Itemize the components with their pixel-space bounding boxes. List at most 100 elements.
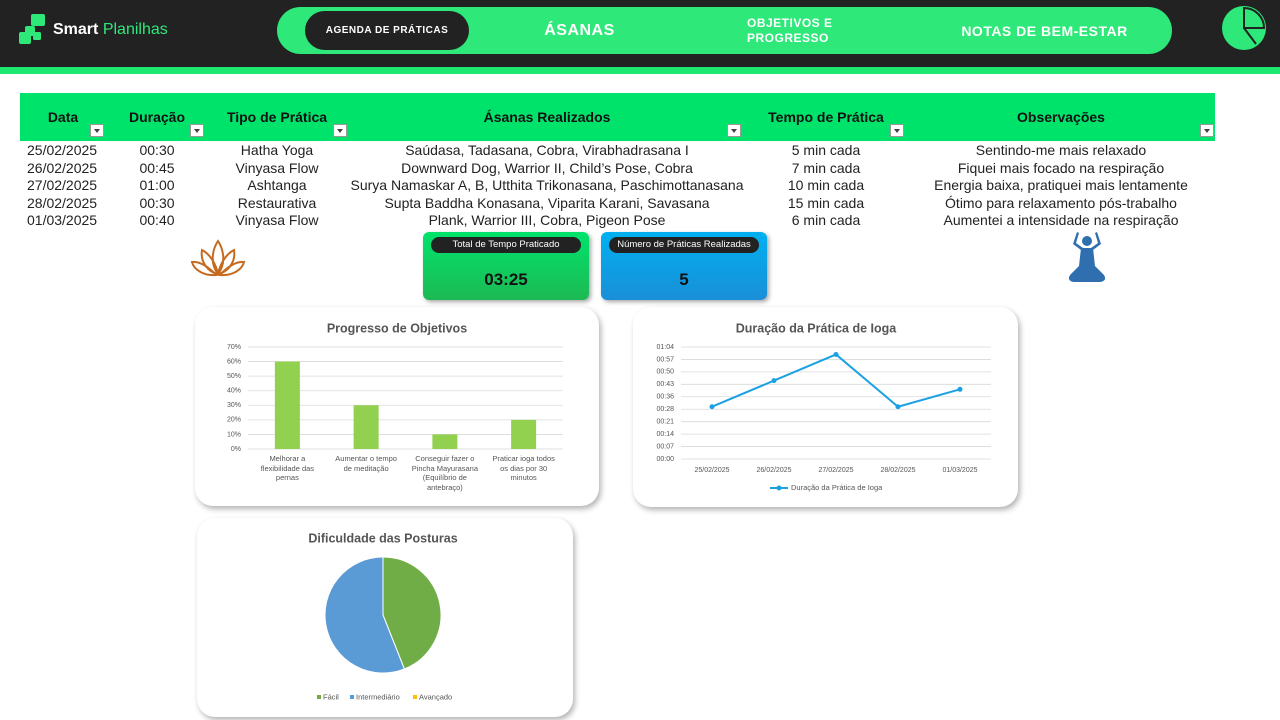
chart-card xyxy=(195,307,599,506)
lotus-icon xyxy=(190,239,246,277)
kpi-label: Número de Práticas Realizadas xyxy=(609,237,759,253)
bar xyxy=(432,434,458,449)
column-header: Tipo de Prática xyxy=(226,109,328,125)
nav: AGENDA DE PRÁTICAS ÁSANAS OBJETIVOS E PR… xyxy=(277,7,1172,54)
legend-swatch xyxy=(317,695,321,699)
legend-swatch xyxy=(413,695,417,699)
x-label-box: Aumentar o tempo de meditação xyxy=(335,454,397,473)
table-cell: 27/02/2025 xyxy=(27,177,98,194)
x-tick-label: Praticar ioga todos os dias por 30 minut… xyxy=(492,454,555,482)
chart-title: Dificuldade das Posturas xyxy=(308,531,457,545)
nav-button[interactable]: NOTAS DE BEM-ESTAR xyxy=(961,22,1128,39)
legend-label: Intermediário xyxy=(356,692,400,701)
table-cell: Hatha Yoga xyxy=(240,142,314,158)
legend-label: Fácil xyxy=(323,692,339,701)
column-header: Duração xyxy=(128,109,186,125)
y-tick-label: 20% xyxy=(227,417,241,424)
meditation-icon xyxy=(1068,232,1106,282)
y-tick-label: 00:00 xyxy=(656,456,674,463)
table-cell: 01:00 xyxy=(139,177,175,194)
table-cell: Restaurativa xyxy=(237,194,317,211)
bar xyxy=(511,419,537,449)
bar xyxy=(274,361,300,449)
column-header: Observações xyxy=(1017,109,1105,125)
kpi-card: Total de Tempo Praticado 03:25 xyxy=(423,232,589,300)
table-row: 28/02/2025 00:30 Restaurativa Supta Baddha … xyxy=(20,195,1215,213)
column-header: Tempo de Prática xyxy=(768,109,884,125)
table-body: 25/02/2025 00:30 Hatha Yoga Saúdasa, Tadasa… xyxy=(20,141,1215,230)
nav-button[interactable]: ÁSANAS xyxy=(544,21,615,39)
column-header: Ásanas Realizados xyxy=(483,109,611,125)
chart-title: Progresso de Objetivos xyxy=(327,321,467,335)
table-cell: 26/02/2025 xyxy=(27,159,98,176)
filter-button[interactable] xyxy=(90,124,104,137)
chart-title: Duração da Prática de Ioga xyxy=(736,321,898,335)
chart-card xyxy=(633,307,1018,507)
y-tick-label: 70% xyxy=(227,344,241,351)
table-row: 01/03/2025 00:40 Vinyasa Flow Plank, Warrio… xyxy=(20,212,1215,230)
table-cell: Vinyasa Flow xyxy=(235,212,319,229)
point xyxy=(895,404,901,410)
x-tick-label: Conseguir fazer o Pincha Mayurasana (Equ… xyxy=(411,454,479,492)
table-cell: 00:30 xyxy=(139,194,175,211)
x-tick-label: 25/02/2025 xyxy=(694,467,729,474)
y-tick-label: 00:36 xyxy=(656,394,674,401)
y-tick-label: 00:14 xyxy=(656,431,674,438)
brand: Smart Planilhas xyxy=(53,21,168,39)
table-cell: Vinyasa Flow xyxy=(235,159,319,176)
table-cell: 15 min cada xyxy=(787,194,865,211)
x-tick-label: 28/02/2025 xyxy=(880,467,915,474)
y-tick-label: 00:57 xyxy=(656,356,674,363)
y-tick-label: 10% xyxy=(227,431,241,438)
point xyxy=(709,404,715,410)
kpi-value: 5 xyxy=(679,270,689,289)
brand-suffix: Planilhas xyxy=(102,21,168,38)
y-tick-label: 60% xyxy=(227,358,241,365)
accent-strip xyxy=(0,67,1280,74)
filter-button[interactable] xyxy=(333,124,347,137)
y-tick-label: 00:07 xyxy=(656,443,674,450)
table-cell: Sentindo-me mais relaxado xyxy=(975,142,1147,158)
table-cell: Ótimo para relaxamento pós-trabalho xyxy=(945,194,1177,211)
table-cell: Energia baixa, pratiquei mais lentamente xyxy=(934,177,1188,194)
table-header: Data Duração Tipo de Prática Ásanas Realiza… xyxy=(20,93,1215,141)
filter-button[interactable] xyxy=(1200,124,1214,137)
x-tick-label: 26/02/2025 xyxy=(756,467,791,474)
table-cell: Fiquei mais focado na respiração xyxy=(957,159,1165,176)
table-cell: 00:40 xyxy=(139,212,175,229)
y-tick-label: 00:28 xyxy=(656,406,674,413)
kpi-label: Total de Tempo Praticado xyxy=(431,237,581,253)
point xyxy=(833,351,839,357)
filter-button[interactable] xyxy=(727,124,741,137)
table-cell: Saúdasa, Tadasana, Cobra, Virabhadrasana… xyxy=(405,142,689,158)
point xyxy=(771,378,777,384)
x-label-box: Praticar ioga todos os dias por 30 minut… xyxy=(492,454,555,482)
table-cell: Plank, Warrior III, Cobra, Pigeon Pose xyxy=(428,212,666,229)
table-cell: Aumentei a intensidade na respiração xyxy=(943,212,1179,229)
table-cell: Supta Baddha Konasana, Viparita Karani, … xyxy=(384,194,710,211)
table-cell: 00:45 xyxy=(139,159,175,176)
y-tick-label: 40% xyxy=(227,388,241,395)
y-tick-label: 00:21 xyxy=(656,419,674,426)
pie-slice xyxy=(382,556,442,670)
table-cell: 01/03/2025 xyxy=(27,212,98,229)
table-row: 27/02/2025 01:00 Ashtanga Surya Namaskar A,… xyxy=(20,177,1215,195)
legend-label: Avançado xyxy=(419,692,452,701)
filter-button[interactable] xyxy=(890,124,904,137)
y-tick-label: 00:50 xyxy=(656,369,674,376)
kpi-card: Número de Práticas Realizadas 5 xyxy=(601,232,767,300)
nav-button[interactable]: AGENDA DE PRÁTICAS xyxy=(305,11,469,50)
nav-button[interactable]: OBJETIVOS E PROGRESSO xyxy=(747,15,833,45)
table-cell: 7 min cada xyxy=(791,159,861,176)
legend-swatch xyxy=(350,695,354,699)
table-row: 26/02/2025 00:45 Vinyasa Flow Downward Dog,… xyxy=(20,160,1215,178)
filter-button[interactable] xyxy=(190,124,204,137)
logo xyxy=(19,14,45,44)
legend-swatch xyxy=(776,485,782,491)
pie-icon[interactable] xyxy=(1221,5,1267,51)
x-tick-label: 27/02/2025 xyxy=(818,467,853,474)
table-cell: Surya Namaskar A, B, Utthita Trikonasana… xyxy=(350,177,744,194)
table-cell: Downward Dog, Warrior II, Child’s Pose, … xyxy=(401,159,693,176)
kpi-value: 03:25 xyxy=(484,270,528,289)
